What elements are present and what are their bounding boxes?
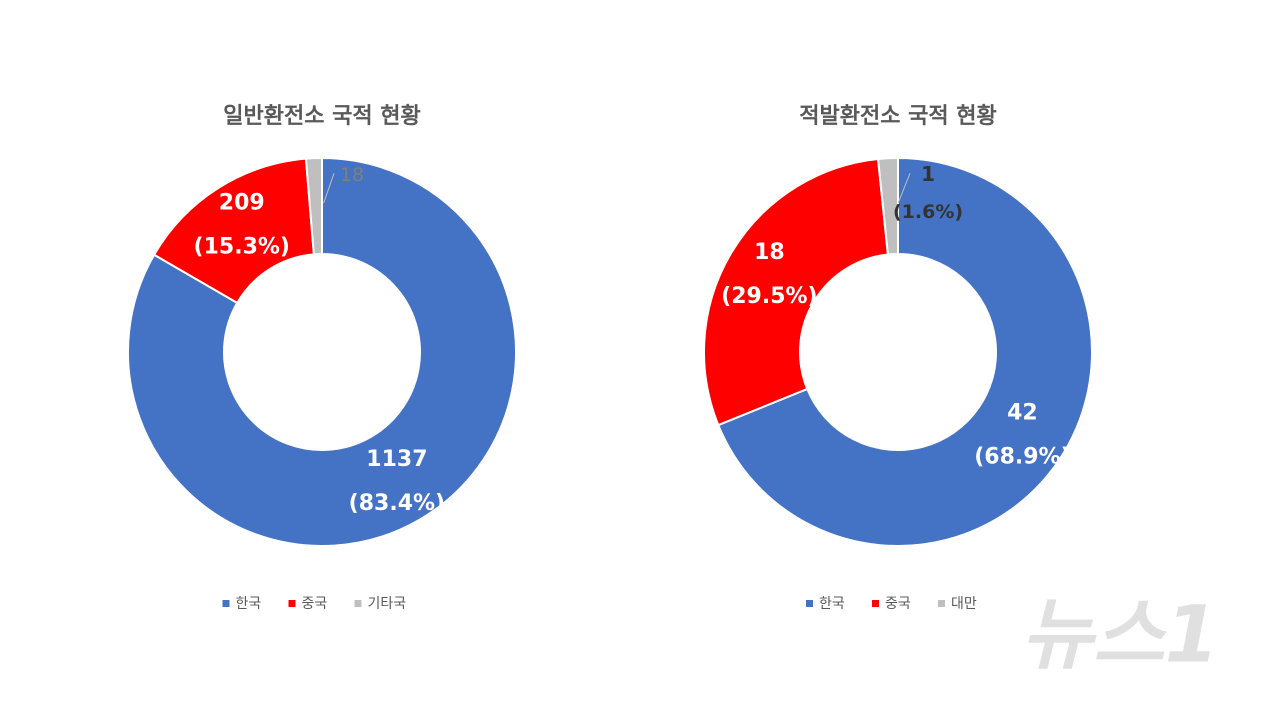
percent-label: (68.9%) <box>974 445 1070 470</box>
leader-line <box>323 173 335 204</box>
legend-label: 한국 <box>819 596 845 612</box>
chart-title: 일반환전소 국적 현황 <box>223 104 420 129</box>
data-label: 1 <box>921 162 935 186</box>
legend-swatch <box>872 600 879 607</box>
legend-swatch <box>354 600 362 607</box>
legend-label: 기타국 <box>368 596 407 612</box>
data-label: 18 <box>754 240 785 265</box>
data-label: 42 <box>1007 401 1038 426</box>
percent-label: (1.6%) <box>893 201 963 223</box>
watermark: 뉴스1 <box>1021 590 1219 680</box>
data-label: 209 <box>219 190 265 215</box>
data-label: 18 <box>340 164 364 186</box>
slice <box>304 156 323 256</box>
legend-label: 중국 <box>302 596 328 612</box>
legend-swatch <box>938 600 945 607</box>
leader-line <box>897 173 911 204</box>
legend-swatch <box>288 600 296 607</box>
slice <box>876 156 899 256</box>
slice <box>703 157 890 427</box>
legend-label: 중국 <box>885 596 911 612</box>
slice <box>127 156 517 547</box>
data-label: 1137 <box>366 447 427 472</box>
legend-label: 한국 <box>236 596 262 612</box>
percent-label: (29.5%) <box>721 284 817 309</box>
legend-swatch <box>806 600 813 607</box>
slice <box>716 156 1093 547</box>
percent-label: (83.4%) <box>349 491 445 516</box>
legend-label: 대만 <box>951 596 977 612</box>
slice <box>152 157 315 305</box>
chart-title: 적발환전소 국적 현황 <box>799 104 996 129</box>
percent-label: (15.3%) <box>194 234 290 259</box>
legend-swatch <box>222 600 230 607</box>
